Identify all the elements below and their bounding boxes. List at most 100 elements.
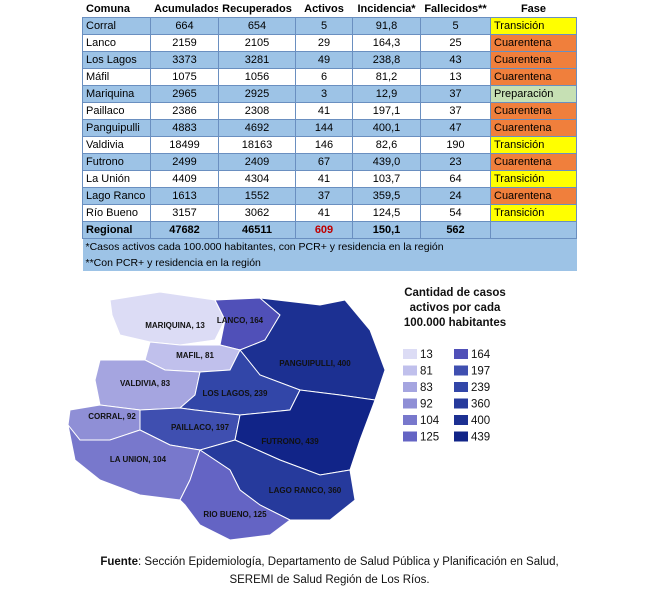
phase-cell: Preparación (490, 85, 577, 103)
note: **Con PCR+ y residencia en la región (82, 255, 577, 271)
phase-cell: Cuarentena (490, 102, 577, 120)
legend-title: Cantidad de casos (404, 287, 506, 299)
cell: 4883 (150, 119, 219, 137)
cell: 3281 (218, 51, 296, 69)
cell: 2965 (150, 85, 219, 103)
region-label: PAILLACO, 197 (171, 423, 230, 432)
cell: Valdivia (82, 136, 151, 154)
header-cell: Incidencia* (352, 0, 421, 18)
total-cell: Regional (82, 221, 151, 239)
cell: 37 (420, 102, 491, 120)
table-row: Panguipulli 4883 4692 144 400,1 47 Cuarentena (82, 119, 577, 137)
cell: 67 (295, 153, 353, 171)
legend-label: 13 (420, 349, 433, 361)
header-cell: Comuna (82, 0, 151, 18)
region-label: FUTRONO, 439 (261, 437, 319, 446)
cell: Mariquina (82, 85, 151, 103)
cell: 400,1 (352, 119, 421, 137)
cell: 3157 (150, 204, 219, 222)
legend-swatch (403, 365, 417, 376)
cell: 41 (295, 170, 353, 188)
cell: 2409 (218, 153, 296, 171)
header-cell: Fase (490, 0, 577, 18)
cell: 359,5 (352, 187, 421, 205)
total-cell: 46511 (218, 221, 296, 239)
header-cell: Acumulados (150, 0, 219, 18)
region-label: CORRAL, 92 (88, 412, 136, 421)
legend-label: 164 (471, 349, 491, 361)
cell: Paillaco (82, 102, 151, 120)
legend-label: 92 (420, 399, 433, 411)
legend-label: 197 (471, 366, 490, 378)
phase-cell: Cuarentena (490, 119, 577, 137)
legend-swatch (403, 431, 417, 442)
legend-swatch (403, 349, 417, 359)
total-cell: 562 (420, 221, 491, 239)
footer-bold: Fuente (100, 556, 139, 568)
table-row: Los Lagos 3373 3281 49 238,8 43 Cuarentena (82, 51, 577, 69)
cell: 37 (295, 187, 353, 205)
cell: Futrono (82, 153, 151, 171)
phase-cell: Transición (490, 17, 577, 35)
header-cell: Fallecidos** (420, 0, 491, 18)
table-row: *Casos activos cada 100.000 habitantes, … (82, 238, 577, 255)
cell: 82,6 (352, 136, 421, 154)
legend-swatch (454, 398, 468, 409)
total-cell: 47682 (150, 221, 219, 239)
region-label: LAGO RANCO, 360 (269, 486, 342, 495)
total-cell: 150,1 (352, 221, 421, 239)
cell: 2499 (150, 153, 219, 171)
table-row: Comuna Acumulados Recuperados Activos Incide… (82, 0, 577, 18)
cell: 2105 (218, 34, 296, 52)
legend-swatch (454, 415, 468, 425)
cell: 146 (295, 136, 353, 154)
cell: Lago Ranco (82, 187, 151, 205)
cell: 18163 (218, 136, 296, 154)
phase-cell: Transición (490, 170, 577, 188)
cell: 2386 (150, 102, 219, 120)
region-label: MAFIL, 81 (176, 351, 214, 360)
legend-swatch (454, 431, 468, 442)
cell: 13 (420, 68, 491, 86)
cell: 81,2 (352, 68, 421, 86)
phase-cell: Cuarentena (490, 153, 577, 171)
table-row: Mariquina 2965 2925 3 12,9 37 Preparación (82, 85, 577, 103)
footer-line: Fuente: Sección Epidemiología, Departame… (0, 556, 659, 568)
legend-title: activos por cada (410, 302, 501, 314)
region (179, 449, 291, 541)
region-label: RIO BUENO, 125 (203, 510, 267, 519)
cell: 3062 (218, 204, 296, 222)
table-row: Máfil 1075 1056 6 81,2 13 Cuarentena (82, 68, 577, 86)
cell: 1613 (150, 187, 219, 205)
phase-cell: Cuarentena (490, 68, 577, 86)
region (109, 291, 226, 346)
legend-label: 239 (471, 382, 490, 394)
data-table: Comuna Acumulados Recuperados Activos Incide… (82, 0, 577, 271)
legend-label: 360 (471, 399, 490, 411)
legend-label: 81 (420, 366, 433, 378)
table-row: Paillaco 2386 2308 41 197,1 37 Cuarentena (82, 102, 577, 120)
footer-text: : Sección Epidemiología, Departamento de… (138, 556, 559, 568)
region-label: VALDIVIA, 83 (120, 379, 171, 388)
cell: 54 (420, 204, 491, 222)
cell: 439,0 (352, 153, 421, 171)
legend-label: 104 (420, 415, 440, 427)
region-label: MARIQUINA, 13 (145, 321, 205, 330)
region-label: LOS LAGOS, 239 (203, 389, 268, 398)
cell: 124,5 (352, 204, 421, 222)
legend-label: 83 (420, 382, 433, 394)
cell: 3373 (150, 51, 219, 69)
table-row: Regional 47682 46511 609 150,1 562 (82, 221, 577, 239)
cell: 664 (150, 17, 219, 35)
table-row: Futrono 2499 2409 67 439,0 23 Cuarentena (82, 153, 577, 171)
cell: 47 (420, 119, 491, 137)
legend-label: 125 (420, 432, 439, 444)
cell: 29 (295, 34, 353, 52)
legend-swatch (454, 382, 468, 392)
cell: 23 (420, 153, 491, 171)
header-cell: Recuperados (218, 0, 296, 18)
cell: 197,1 (352, 102, 421, 120)
legend-swatch (454, 365, 468, 376)
total-cell: 609 (295, 221, 353, 239)
cell: 4692 (218, 119, 296, 137)
